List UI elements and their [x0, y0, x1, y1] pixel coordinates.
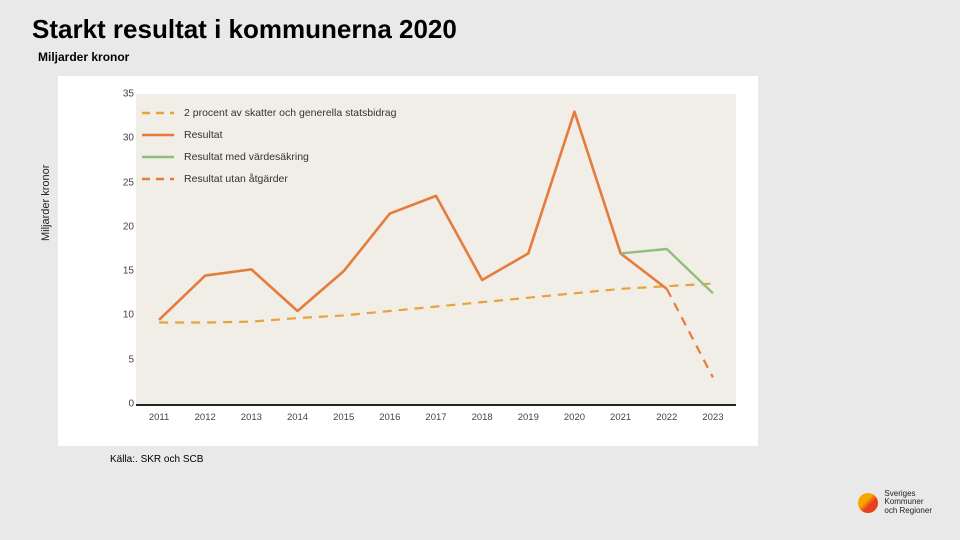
page-title: Starkt resultat i kommunerna 2020: [32, 14, 457, 45]
logo-line3: och Regioner: [884, 507, 932, 516]
legend-swatch-icon: [142, 153, 174, 161]
x-tick-label: 2016: [379, 412, 400, 423]
x-tick-label: 2018: [472, 412, 493, 423]
skr-logo: Sveriges Kommuner och Regioner: [858, 490, 932, 516]
x-tick-label: 2015: [333, 412, 354, 423]
legend-label: Resultat: [184, 129, 223, 141]
x-tick-label: 2013: [241, 412, 262, 423]
y-tick-label: 15: [123, 266, 134, 277]
legend-swatch-icon: [142, 175, 174, 183]
series-med_vardesakring: [621, 249, 713, 293]
y-tick-label: 20: [123, 221, 134, 232]
legend-item: Resultat utan åtgärder: [142, 170, 396, 188]
legend-item: 2 procent av skatter och generella stats…: [142, 104, 396, 122]
legend-label: Resultat utan åtgärder: [184, 173, 288, 185]
x-tick-label: 2012: [195, 412, 216, 423]
y-tick-label: 30: [123, 133, 134, 144]
legend-swatch-icon: [142, 109, 174, 117]
legend-item: Resultat med värdesäkring: [142, 148, 396, 166]
x-axis-line: [136, 404, 736, 406]
page-subtitle: Miljarder kronor: [38, 50, 129, 64]
legend-item: Resultat: [142, 126, 396, 144]
logo-mark-icon: [858, 493, 878, 513]
source-text: Källa:. SKR och SCB: [110, 454, 203, 465]
x-tick-label: 2020: [564, 412, 585, 423]
legend-label: 2 procent av skatter och generella stats…: [184, 107, 396, 119]
x-tick-label: 2014: [287, 412, 308, 423]
chart-container: Miljarder kronor 05101520253035 20112012…: [58, 76, 758, 446]
x-tick-label: 2023: [702, 412, 723, 423]
y-tick-label: 10: [123, 310, 134, 321]
x-tick-label: 2017: [425, 412, 446, 423]
legend: 2 procent av skatter och generella stats…: [142, 104, 396, 192]
y-tick-label: 5: [128, 354, 134, 365]
y-tick-label: 25: [123, 177, 134, 188]
series-utan_atgarder: [667, 289, 713, 378]
x-tick-label: 2021: [610, 412, 631, 423]
y-tick-label: 35: [123, 89, 134, 100]
legend-label: Resultat med värdesäkring: [184, 151, 309, 163]
series-two_percent: [159, 284, 713, 323]
legend-swatch-icon: [142, 131, 174, 139]
x-tick-label: 2011: [149, 412, 169, 423]
y-tick-label: 0: [128, 399, 134, 410]
x-tick-label: 2022: [656, 412, 677, 423]
y-axis-label: Miljarder kronor: [40, 165, 52, 241]
x-tick-label: 2019: [518, 412, 539, 423]
